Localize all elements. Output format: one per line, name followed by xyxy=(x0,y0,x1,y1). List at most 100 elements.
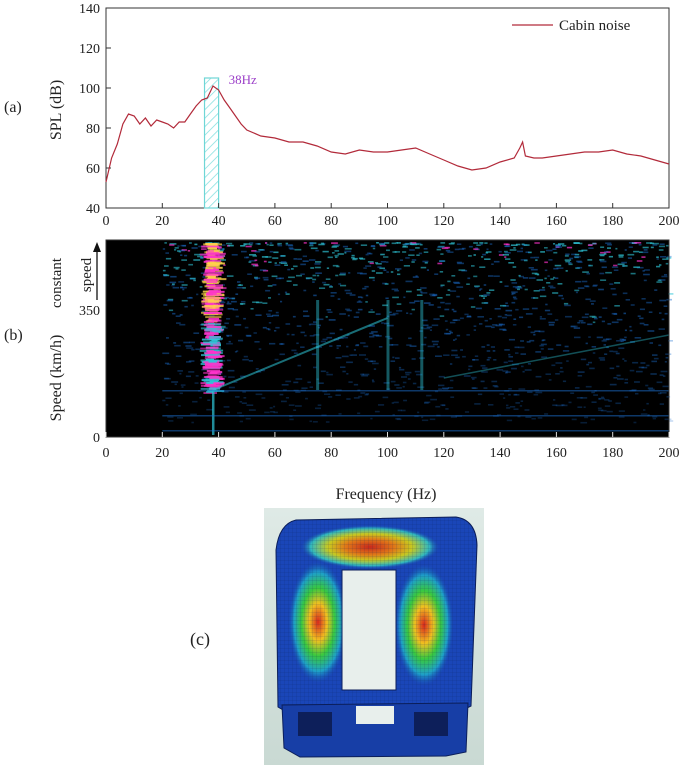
spectrogram-cell xyxy=(503,397,506,399)
spectrogram-cell xyxy=(627,253,635,256)
spectrogram-cell xyxy=(473,242,479,244)
spectrogram-cell xyxy=(665,262,669,265)
a-x-tick-label: 200 xyxy=(659,214,680,229)
spectrogram-cell xyxy=(225,411,230,414)
spectrogram-cell xyxy=(565,253,570,256)
spectrogram-cell xyxy=(378,346,383,348)
spectrogram-cell xyxy=(201,248,207,250)
spectrogram-cell xyxy=(242,358,249,361)
spectrogram-cell xyxy=(584,285,589,287)
spectrogram-cell xyxy=(279,277,284,280)
spectrogram-cell xyxy=(163,304,168,306)
spectrogram-cell xyxy=(226,342,233,345)
spectrogram-cell xyxy=(219,301,226,304)
spectrogram-cell xyxy=(226,318,231,320)
spectrogram-cell xyxy=(392,251,397,253)
spectrogram-cell xyxy=(401,409,406,412)
spectrogram-cell xyxy=(253,332,257,334)
spectrogram-cell xyxy=(544,261,548,264)
spectrogram-cell xyxy=(353,397,360,399)
spectrogram-cell xyxy=(296,325,302,327)
spectrogram-cell xyxy=(177,245,180,247)
spectrogram-cell xyxy=(502,254,509,256)
spectrogram-cell xyxy=(353,316,359,318)
spectrogram-cell xyxy=(411,261,415,263)
spectrogram-cell xyxy=(273,405,276,408)
spectrogram-cell xyxy=(554,264,562,267)
spectrogram-cell xyxy=(270,411,275,413)
a-y-tick-label: 120 xyxy=(79,42,100,57)
spectrogram-cell xyxy=(548,285,554,287)
spectrogram-cell xyxy=(439,271,444,273)
spectrogram-cell xyxy=(593,394,598,396)
spectrogram-cell xyxy=(219,331,224,333)
spectrogram-cell xyxy=(658,392,662,395)
spectrogram-cell xyxy=(332,245,339,248)
spectrogram-cell xyxy=(269,242,273,244)
spectrogram-cell xyxy=(417,411,420,414)
spectrogram-hot-cell xyxy=(206,293,223,296)
spectrogram-cell xyxy=(200,257,204,260)
spectrogram-cell xyxy=(435,355,442,357)
spectrogram-cell xyxy=(440,242,446,244)
spectrogram-cell xyxy=(365,393,369,395)
spectrogram-cell xyxy=(451,354,458,356)
spectrogram-cell xyxy=(312,421,318,423)
spectrogram-cell xyxy=(191,247,198,249)
spectrogram-cell xyxy=(660,370,668,373)
spectrogram-cell xyxy=(518,388,526,390)
spectrogram-hot-cell xyxy=(203,321,215,323)
b-x-tick-label: 200 xyxy=(659,446,680,461)
spectrogram-cell xyxy=(336,347,339,349)
spectrogram-cell xyxy=(643,324,649,326)
spectrogram-cell xyxy=(386,388,391,390)
spectrogram-cell xyxy=(352,258,357,261)
spectrogram-cell xyxy=(472,359,475,361)
spectrogram-cell xyxy=(169,243,177,245)
spectrogram-cell xyxy=(580,321,586,324)
spectrogram-cell xyxy=(172,286,180,289)
spectrogram-cell xyxy=(164,362,169,365)
spectrogram-cell xyxy=(440,253,444,255)
spectrogram-cell xyxy=(396,387,402,389)
spectrogram-cell xyxy=(188,263,193,266)
spectrogram-cell xyxy=(179,314,183,316)
spectrogram-order-line xyxy=(212,317,388,391)
spectrogram-cell xyxy=(464,411,470,413)
spectrogram-cell xyxy=(249,242,254,244)
spectrogram-cell xyxy=(195,348,201,351)
spectrogram-cell xyxy=(525,313,533,315)
spectrogram-cell xyxy=(514,346,520,349)
spectrogram-cell xyxy=(565,315,572,318)
spectrogram-cell xyxy=(453,319,461,321)
spectrogram-cell xyxy=(497,414,502,416)
constant-speed-line-2: speed xyxy=(79,257,95,292)
spectrogram-cell xyxy=(266,328,270,330)
spectrogram-cell xyxy=(555,246,560,248)
spectrogram-hot-cell xyxy=(206,381,214,384)
spectrogram-cell xyxy=(513,394,520,396)
spectrogram-hot-cell xyxy=(208,317,220,320)
spectrogram-cell xyxy=(575,267,580,269)
spectrogram-cell xyxy=(177,417,183,419)
spectrogram-cell xyxy=(317,404,322,406)
spectrogram-cell xyxy=(625,299,630,301)
spectrogram-cell xyxy=(527,326,531,328)
spectrogram-cell xyxy=(444,308,450,311)
spectrogram-cell xyxy=(585,285,590,288)
spectrogram-cell xyxy=(508,356,513,358)
spectrogram-hot-cell xyxy=(205,260,221,263)
spectrogram-cell xyxy=(535,351,542,353)
spectrogram-cell xyxy=(266,243,269,246)
spectrogram-cell xyxy=(353,349,356,351)
spectrogram-cell xyxy=(255,393,263,396)
spectrogram-cell xyxy=(329,285,333,287)
spectrogram-cell xyxy=(552,404,558,406)
spectrogram-cell xyxy=(255,278,258,280)
spectrogram-cell xyxy=(178,250,182,253)
spectrogram-cell xyxy=(303,310,308,313)
spectrogram-cell xyxy=(199,286,203,288)
spectrogram-cell xyxy=(656,281,663,283)
spectrogram-cell xyxy=(177,250,180,252)
spectrogram-cell xyxy=(580,358,587,361)
